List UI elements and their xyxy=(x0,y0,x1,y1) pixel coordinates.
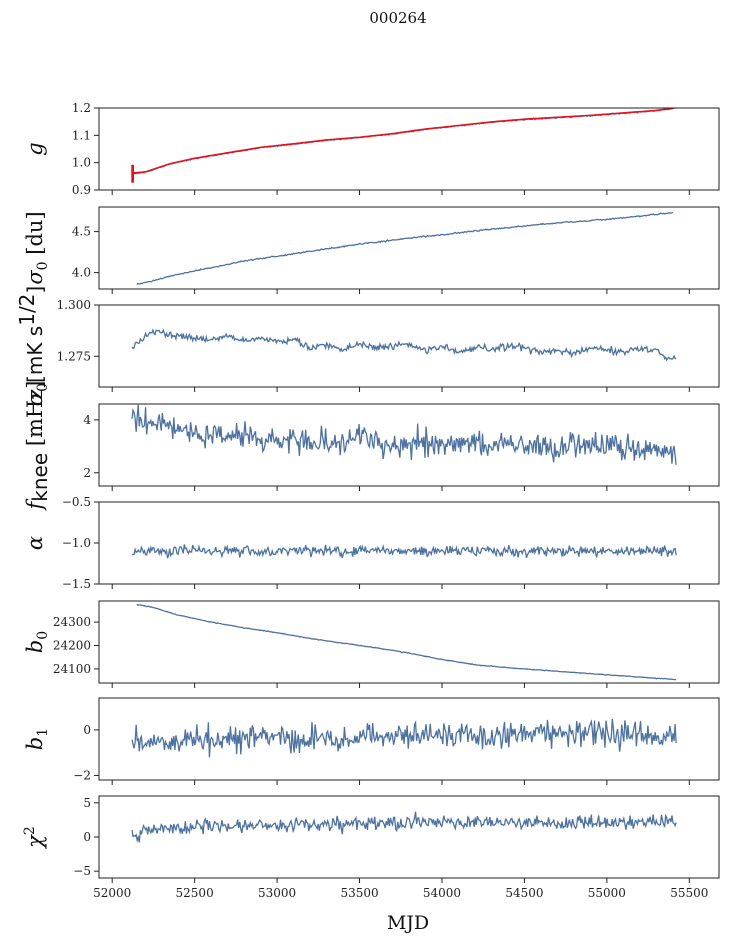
axes-frame xyxy=(98,403,720,487)
y-tick-label: −2 xyxy=(73,768,91,782)
y-tick-label: 4.0 xyxy=(72,266,91,280)
y-tick-label: 4 xyxy=(83,413,91,427)
y-tick-label: 2 xyxy=(83,466,91,480)
series-line-alpha xyxy=(131,544,677,559)
subplot-chi2: −5 0 5 χ2 xyxy=(22,795,720,883)
y-tick-label: 1.300 xyxy=(57,298,91,312)
y-tick-label: 24100 xyxy=(53,662,91,676)
axes-frame xyxy=(98,795,720,879)
y-tick-label: 0.9 xyxy=(72,183,91,197)
x-tick-label: 53000 xyxy=(258,886,296,900)
axes-frame xyxy=(98,206,720,290)
subplot-stack: 0.9 1.0 1.1 1.2 g 4.0 4.5 σ0 [du] 1.275 1.300 σ0[m… xyxy=(15,101,720,883)
figure-title: 000264 xyxy=(369,9,426,27)
series-line-g xyxy=(131,108,677,175)
subplot-b1: −2 0 b1 xyxy=(23,697,720,785)
y-tick-label: 1.275 xyxy=(57,349,91,363)
y-tick-label: −1.5 xyxy=(62,577,91,591)
y-axis-label: σ0 [du] xyxy=(23,211,51,284)
subplot-sigma0_du: 4.0 4.5 σ0 [du] xyxy=(23,206,720,294)
x-axis-label: MJD xyxy=(387,912,429,934)
x-tick-label: 52000 xyxy=(93,886,131,900)
subplot-alpha: −1.5 −1.0 −0.5 α xyxy=(23,495,720,591)
y-tick-label: 5 xyxy=(83,796,91,810)
y-axis-label: σ0[mK s1/2] xyxy=(15,286,51,406)
subplot-g: 0.9 1.0 1.1 1.2 g xyxy=(23,101,720,197)
series-line-b0 xyxy=(136,603,677,681)
x-tick-label: 54500 xyxy=(505,886,543,900)
series-line-g-fit xyxy=(131,108,683,174)
x-tick-label: 55500 xyxy=(670,886,708,900)
series-line-sigma0 xyxy=(136,211,674,285)
x-tick-label: 54000 xyxy=(423,886,461,900)
y-axis-label: fknee [mHz] xyxy=(23,380,52,511)
axes-frame xyxy=(98,501,720,585)
axes-frame xyxy=(98,697,720,781)
axes-frame xyxy=(98,304,720,388)
x-tick-label: 55000 xyxy=(588,886,626,900)
series-line-fknee xyxy=(131,404,677,465)
y-tick-label: 0 xyxy=(83,723,91,737)
x-tick-label: 53500 xyxy=(340,886,378,900)
y-tick-label: 0 xyxy=(83,830,91,844)
y-tick-label: −1.0 xyxy=(62,536,91,550)
axes-frame xyxy=(98,107,720,191)
subplot-sigma0_mK: 1.275 1.300 σ0[mK s1/2] xyxy=(15,286,720,406)
y-tick-label: 4.5 xyxy=(72,225,91,239)
axes-frame xyxy=(98,600,720,684)
y-tick-label: 1.0 xyxy=(72,156,91,170)
y-tick-label: 1.1 xyxy=(72,128,91,142)
series-line-chi2 xyxy=(131,811,677,843)
y-axis-label: α xyxy=(23,536,47,550)
y-tick-label: 24300 xyxy=(53,615,91,629)
x-axis: 52000 52500 53000 53500 54000 54500 55000 55500 xyxy=(93,886,708,900)
y-tick-label: −5 xyxy=(73,864,91,878)
y-tick-label: 24200 xyxy=(53,639,91,653)
y-axis-label: b0 xyxy=(23,631,51,653)
y-axis-label: b1 xyxy=(23,728,51,750)
subplot-fknee: 2 4 fknee [mHz] xyxy=(23,380,720,512)
series-line-b1 xyxy=(131,719,677,758)
series-line-sigma0-mK xyxy=(131,328,677,362)
x-tick-label: 52500 xyxy=(176,886,214,900)
y-tick-label: 1.2 xyxy=(72,101,91,115)
y-axis-label: χ2 xyxy=(22,826,47,850)
y-axis-label: g xyxy=(23,142,47,155)
y-tick-label: −0.5 xyxy=(62,495,91,509)
